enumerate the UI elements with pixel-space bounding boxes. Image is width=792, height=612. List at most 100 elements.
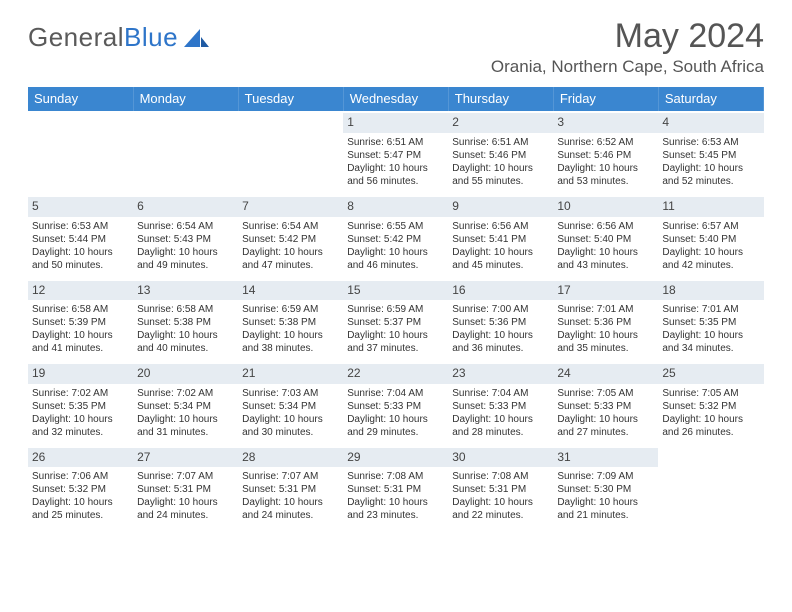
- location-subtitle: Orania, Northern Cape, South Africa: [28, 57, 764, 77]
- sunrise-line: Sunrise: 7:04 AM: [347, 387, 444, 400]
- sunrise-line: Sunrise: 6:54 AM: [242, 220, 339, 233]
- sunset-line: Sunset: 5:44 PM: [32, 233, 129, 246]
- sunset-line: Sunset: 5:36 PM: [452, 316, 549, 329]
- calendar-day-cell: 10 Sunrise: 6:56 AMSunset: 5:40 PMDayligh…: [553, 194, 658, 278]
- sunset-line: Sunset: 5:39 PM: [32, 316, 129, 329]
- day-number: 22: [343, 364, 448, 384]
- weekday-header: Tuesday: [238, 87, 343, 111]
- day-number: 27: [133, 448, 238, 468]
- sunset-line: Sunset: 5:42 PM: [242, 233, 339, 246]
- sunrise-line: Sunrise: 6:58 AM: [32, 303, 129, 316]
- weekday-header: Friday: [553, 87, 658, 111]
- daylight-line: Daylight: 10 hours and 50 minutes.: [32, 246, 129, 272]
- calendar-table: Sunday Monday Tuesday Wednesday Thursday…: [28, 87, 764, 528]
- sunset-line: Sunset: 5:37 PM: [347, 316, 444, 329]
- day-number: 18: [658, 281, 763, 301]
- day-number: 23: [448, 364, 553, 384]
- daylight-line: Daylight: 10 hours and 37 minutes.: [347, 329, 444, 355]
- daylight-line: Daylight: 10 hours and 31 minutes.: [137, 413, 234, 439]
- sunset-line: Sunset: 5:43 PM: [137, 233, 234, 246]
- day-details: Sunrise: 7:06 AMSunset: 5:32 PMDaylight:…: [32, 470, 129, 522]
- daylight-line: Daylight: 10 hours and 41 minutes.: [32, 329, 129, 355]
- sunrise-line: Sunrise: 7:08 AM: [452, 470, 549, 483]
- calendar-day-cell: 20Sunrise: 7:02 AMSunset: 5:34 PMDayligh…: [133, 362, 238, 446]
- sunrise-line: Sunrise: 6:51 AM: [347, 136, 444, 149]
- sunrise-line: Sunrise: 6:57 AM: [662, 220, 759, 233]
- daylight-line: Daylight: 10 hours and 24 minutes.: [242, 496, 339, 522]
- sunset-line: Sunset: 5:31 PM: [137, 483, 234, 496]
- calendar-day-cell: 26Sunrise: 7:06 AMSunset: 5:32 PMDayligh…: [28, 445, 133, 528]
- day-number: 21: [238, 364, 343, 384]
- day-number: 8: [343, 197, 448, 217]
- day-details: Sunrise: 6:54 AMSunset: 5:42 PMDaylight:…: [242, 220, 339, 272]
- sunset-line: Sunset: 5:47 PM: [347, 149, 444, 162]
- day-details: Sunrise: 6:56 AMSunset: 5:40 PMDaylight:…: [557, 220, 654, 272]
- sunrise-line: Sunrise: 7:09 AM: [557, 470, 654, 483]
- sunset-line: Sunset: 5:35 PM: [32, 400, 129, 413]
- daylight-line: Daylight: 10 hours and 22 minutes.: [452, 496, 549, 522]
- day-number: 19: [28, 364, 133, 384]
- sunset-line: Sunset: 5:38 PM: [242, 316, 339, 329]
- weekday-header: Sunday: [28, 87, 133, 111]
- calendar-day-cell: 27Sunrise: 7:07 AMSunset: 5:31 PMDayligh…: [133, 445, 238, 528]
- daylight-line: Daylight: 10 hours and 34 minutes.: [662, 329, 759, 355]
- daylight-line: Daylight: 10 hours and 27 minutes.: [557, 413, 654, 439]
- sunset-line: Sunset: 5:33 PM: [452, 400, 549, 413]
- calendar-day-cell: 7Sunrise: 6:54 AMSunset: 5:42 PMDaylight…: [238, 194, 343, 278]
- calendar-day-cell: 3Sunrise: 6:52 AMSunset: 5:46 PMDaylight…: [553, 111, 658, 195]
- day-details: Sunrise: 6:58 AMSunset: 5:38 PMDaylight:…: [137, 303, 234, 355]
- day-details: Sunrise: 7:09 AMSunset: 5:30 PMDaylight:…: [557, 470, 654, 522]
- day-number: 20: [133, 364, 238, 384]
- sunrise-line: Sunrise: 6:53 AM: [662, 136, 759, 149]
- daylight-line: Daylight: 10 hours and 21 minutes.: [557, 496, 654, 522]
- sunrise-line: Sunrise: 7:02 AM: [32, 387, 129, 400]
- daylight-line: Daylight: 10 hours and 46 minutes.: [347, 246, 444, 272]
- calendar-day-cell: 23 Sunrise: 7:04 AMSunset: 5:33 PMDayligh…: [448, 362, 553, 446]
- sunset-line: Sunset: 5:40 PM: [662, 233, 759, 246]
- day-details: Sunrise: 7:05 AMSunset: 5:33 PMDaylight:…: [557, 387, 654, 439]
- day-number: 3: [553, 113, 658, 133]
- day-details: Sunrise: 6:51 AMSunset: 5:46 PMDaylight:…: [452, 136, 549, 188]
- day-details: Sunrise: 6:55 AMSunset: 5:42 PMDaylight:…: [347, 220, 444, 272]
- day-details: Sunrise: 7:08 AMSunset: 5:31 PMDaylight:…: [452, 470, 549, 522]
- day-details: Sunrise: 6:53 AMSunset: 5:45 PMDaylight:…: [662, 136, 759, 188]
- sunset-line: Sunset: 5:32 PM: [662, 400, 759, 413]
- day-details: Sunrise: 7:04 AMSunset: 5:33 PMDaylight:…: [347, 387, 444, 439]
- sunset-line: Sunset: 5:42 PM: [347, 233, 444, 246]
- sunrise-line: Sunrise: 6:56 AM: [452, 220, 549, 233]
- day-number: 5: [28, 197, 133, 217]
- day-details: Sunrise: 7:04 AMSunset: 5:33 PMDaylight:…: [452, 387, 549, 439]
- calendar-day-cell: 15Sunrise: 6:59 AMSunset: 5:37 PMDayligh…: [343, 278, 448, 362]
- day-number: 10: [553, 197, 658, 217]
- calendar-day-cell: [658, 445, 763, 528]
- brand-logo: GeneralBlue: [28, 22, 210, 53]
- weekday-header: Thursday: [448, 87, 553, 111]
- calendar-week-row: 26Sunrise: 7:06 AMSunset: 5:32 PMDayligh…: [28, 445, 764, 528]
- daylight-line: Daylight: 10 hours and 55 minutes.: [452, 162, 549, 188]
- day-details: Sunrise: 6:59 AMSunset: 5:38 PMDaylight:…: [242, 303, 339, 355]
- calendar-day-cell: 25Sunrise: 7:05 AMSunset: 5:32 PMDayligh…: [658, 362, 763, 446]
- sunrise-line: Sunrise: 7:05 AM: [662, 387, 759, 400]
- sunset-line: Sunset: 5:32 PM: [32, 483, 129, 496]
- day-details: Sunrise: 7:07 AMSunset: 5:31 PMDaylight:…: [242, 470, 339, 522]
- day-number: 2: [448, 113, 553, 133]
- day-number: 30: [448, 448, 553, 468]
- calendar-day-cell: 14Sunrise: 6:59 AMSunset: 5:38 PMDayligh…: [238, 278, 343, 362]
- calendar-day-cell: 2 Sunrise: 6:51 AMSunset: 5:46 PMDaylight…: [448, 111, 553, 195]
- daylight-line: Daylight: 10 hours and 35 minutes.: [557, 329, 654, 355]
- daylight-line: Daylight: 10 hours and 36 minutes.: [452, 329, 549, 355]
- sunrise-line: Sunrise: 7:04 AM: [452, 387, 549, 400]
- day-number: 25: [658, 364, 763, 384]
- calendar-day-cell: 17Sunrise: 7:01 AMSunset: 5:36 PMDayligh…: [553, 278, 658, 362]
- brand-word1: General: [28, 22, 124, 53]
- sunset-line: Sunset: 5:33 PM: [557, 400, 654, 413]
- calendar-day-cell: 4Sunrise: 6:53 AMSunset: 5:45 PMDaylight…: [658, 111, 763, 195]
- sunrise-line: Sunrise: 6:51 AM: [452, 136, 549, 149]
- day-details: Sunrise: 7:01 AMSunset: 5:36 PMDaylight:…: [557, 303, 654, 355]
- daylight-line: Daylight: 10 hours and 42 minutes.: [662, 246, 759, 272]
- daylight-line: Daylight: 10 hours and 24 minutes.: [137, 496, 234, 522]
- day-details: Sunrise: 6:51 AMSunset: 5:47 PMDaylight:…: [347, 136, 444, 188]
- sunset-line: Sunset: 5:35 PM: [662, 316, 759, 329]
- day-number: 31: [553, 448, 658, 468]
- sunset-line: Sunset: 5:40 PM: [557, 233, 654, 246]
